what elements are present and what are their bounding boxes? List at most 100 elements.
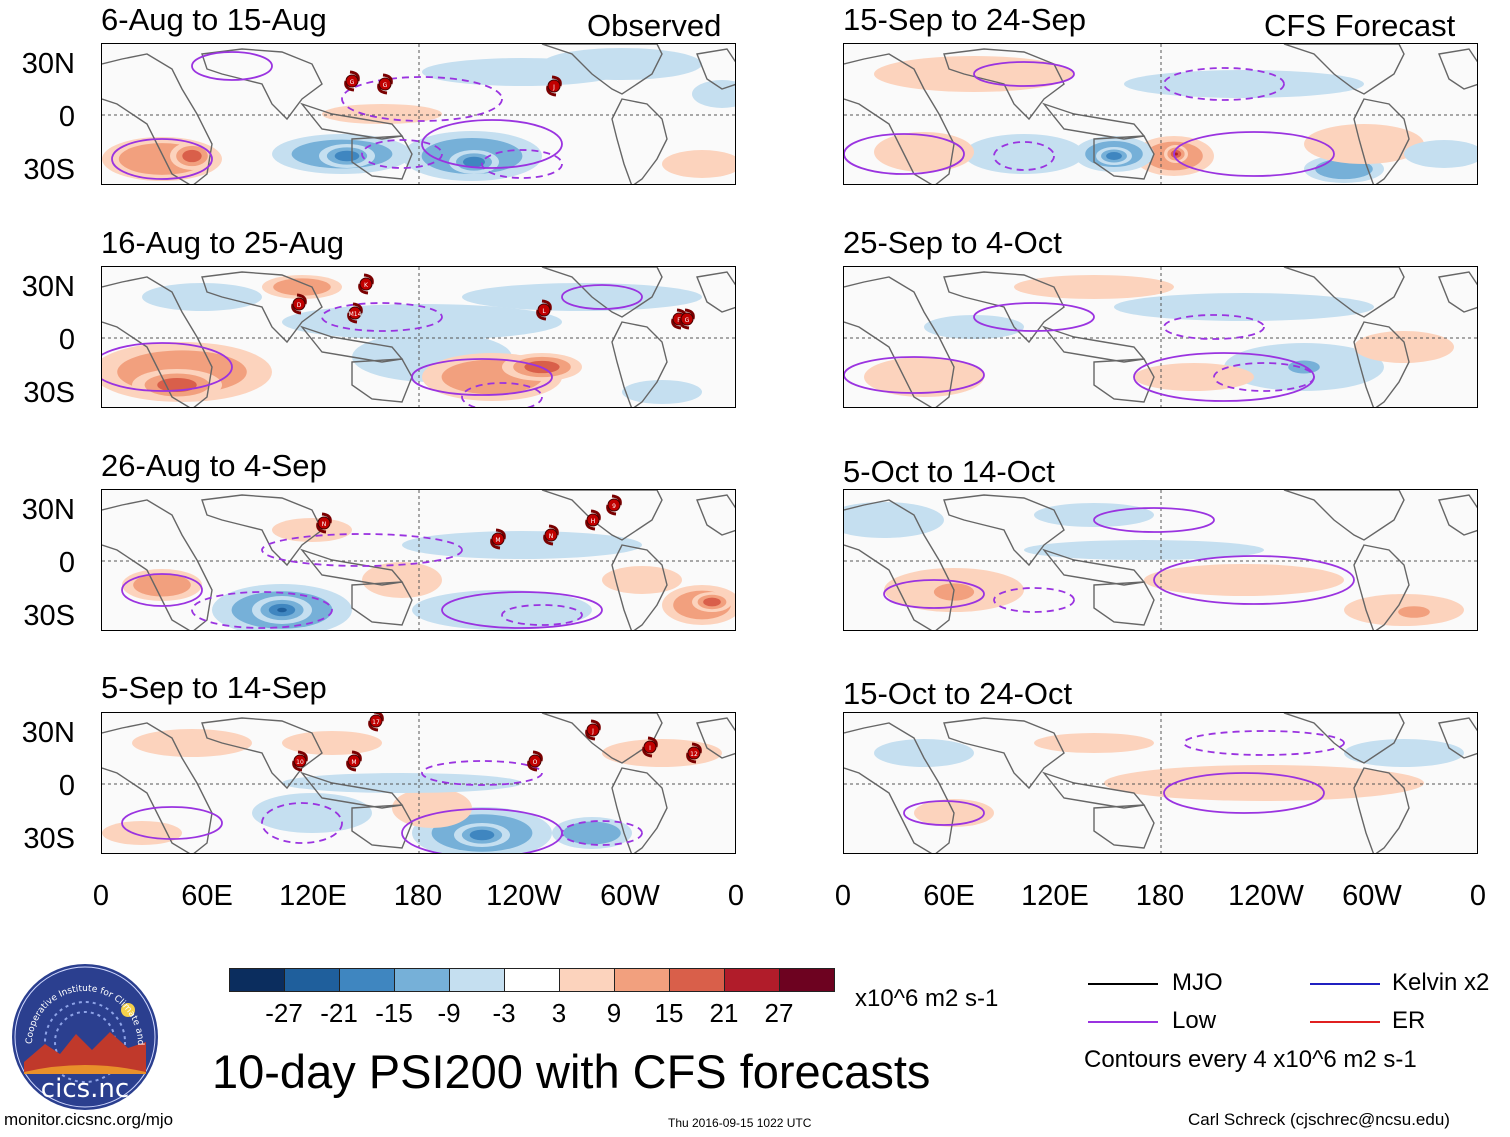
map-panel-forecast-4 xyxy=(843,712,1478,854)
coastline xyxy=(696,494,735,536)
negative-anomaly xyxy=(422,58,622,86)
colorbar-swatch xyxy=(559,968,615,992)
footer-url[interactable]: monitor.cicsnc.org/mjo xyxy=(4,1110,174,1129)
coastline xyxy=(102,722,213,853)
colorbar-label: 3 xyxy=(551,998,567,1028)
coastline xyxy=(1438,48,1477,90)
coastline xyxy=(201,271,323,344)
negative-anomaly xyxy=(844,502,944,538)
low-line xyxy=(1088,1021,1158,1023)
low-contour xyxy=(973,302,1095,332)
low-contour xyxy=(844,133,965,175)
panel-title: 16-Aug to 25-Aug xyxy=(101,225,345,260)
mjo-label: MJO xyxy=(1172,969,1223,996)
storm-marker: N xyxy=(316,512,332,534)
negative-anomaly xyxy=(334,150,360,162)
negative-anomaly xyxy=(1344,739,1464,767)
psi200-map xyxy=(844,490,1477,630)
coastline xyxy=(1041,325,1146,363)
storm-label: O xyxy=(533,759,538,766)
er-line xyxy=(1310,1021,1380,1023)
colorbar-swatch xyxy=(504,968,560,992)
lon-label: 0 xyxy=(834,880,852,912)
colorbar-label: 21 xyxy=(709,998,739,1028)
positive-anomaly xyxy=(272,518,352,542)
coastline xyxy=(696,48,735,90)
colorbar-swatch xyxy=(339,968,395,992)
positive-anomaly xyxy=(1104,765,1424,801)
low-contour xyxy=(261,533,463,567)
lon-label: 180 xyxy=(1135,880,1185,912)
negative-anomaly xyxy=(563,821,621,845)
storm-label: 10 xyxy=(296,759,304,766)
negative-anomaly xyxy=(282,773,522,793)
low-contour xyxy=(993,141,1055,171)
cfs-forecast-header: CFS Forecast xyxy=(1264,8,1456,43)
storm-marker: G xyxy=(377,73,393,95)
storm-marker: D xyxy=(291,293,307,315)
lat-label: 30N xyxy=(21,271,75,303)
storm-marker: L xyxy=(536,299,552,321)
positive-anomaly xyxy=(362,562,442,598)
colorbar-swatch xyxy=(669,968,725,992)
storm-marker: N xyxy=(543,524,559,546)
logo-name: cics.nc xyxy=(41,1074,129,1104)
colorbar-label: -9 xyxy=(437,998,461,1028)
coastline xyxy=(201,48,323,121)
map-panel-observed-3: N M N H 9 xyxy=(101,489,736,631)
positive-anomaly xyxy=(132,729,252,757)
low-contour xyxy=(844,356,985,394)
negative-anomaly xyxy=(277,607,287,613)
lat-label: 0 xyxy=(58,101,75,133)
panel-title: 15-Sep to 24-Sep xyxy=(843,2,1087,37)
coastline xyxy=(1093,804,1155,849)
lon-label: 120E xyxy=(1021,880,1089,912)
colorbar-label: 27 xyxy=(764,998,794,1028)
coastline xyxy=(201,717,323,790)
lon-label: 120W xyxy=(486,880,562,912)
lat-label: 30S xyxy=(23,377,75,409)
coastline xyxy=(541,713,663,764)
positive-anomaly xyxy=(662,150,735,178)
negative-anomaly xyxy=(463,156,485,168)
colorbar-label: -3 xyxy=(492,998,516,1028)
low-contour xyxy=(1163,314,1265,340)
low-contour xyxy=(461,382,543,407)
map-panel-forecast-3 xyxy=(843,489,1478,631)
negative-anomaly xyxy=(1114,293,1374,321)
lat-label: 0 xyxy=(58,770,75,802)
colorbar-units: x10^6 m2 s-1 xyxy=(855,985,999,1012)
negative-anomaly xyxy=(1124,70,1364,98)
coastline xyxy=(102,276,213,407)
coastline xyxy=(541,44,663,95)
cicsnc-logo: Cooperative Institute for Climate and Sa… xyxy=(7,955,160,1112)
positive-anomaly xyxy=(282,731,382,755)
storm-label: 12 xyxy=(690,751,698,758)
negative-anomaly xyxy=(1024,540,1264,560)
colorbar-swatch xyxy=(394,968,450,992)
low-contour xyxy=(561,820,643,846)
coastline xyxy=(844,499,955,630)
coastline xyxy=(611,98,668,184)
coastline xyxy=(943,271,1065,344)
psi200-map: N M N H 9 xyxy=(102,490,735,630)
lon-label: 120W xyxy=(1228,880,1304,912)
coastline xyxy=(1041,102,1146,140)
positive-anomaly xyxy=(1144,564,1344,596)
low-contour xyxy=(1163,772,1325,814)
lat-label: 0 xyxy=(58,547,75,579)
lat-label: 30S xyxy=(23,823,75,855)
storm-label: G xyxy=(350,79,355,86)
storm-label: I xyxy=(649,745,651,752)
low-contour xyxy=(341,76,503,122)
storm-label: J xyxy=(552,84,555,91)
low-contour xyxy=(361,139,443,169)
storm-marker: 17 xyxy=(368,713,384,732)
coastline xyxy=(1353,321,1410,407)
kelvin-label: Kelvin x2 xyxy=(1392,969,1490,996)
negative-anomaly xyxy=(1106,152,1122,160)
low-contour xyxy=(1213,362,1315,392)
negative-anomaly xyxy=(874,739,974,767)
storm-label: G xyxy=(685,317,690,324)
